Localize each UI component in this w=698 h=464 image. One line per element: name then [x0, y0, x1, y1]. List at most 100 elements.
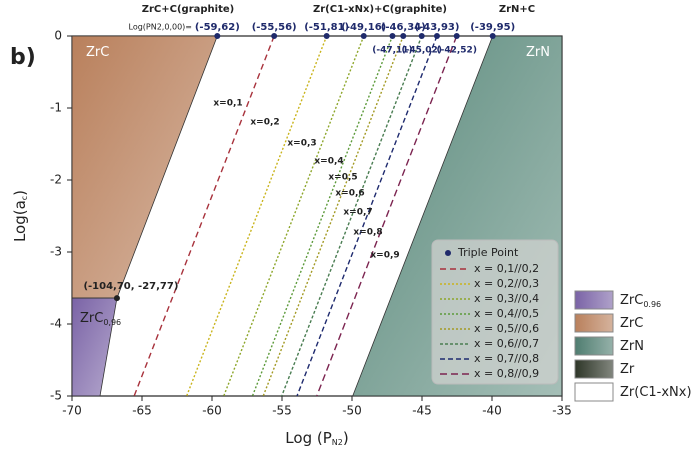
phase-legend-label: ZrC0.96: [620, 293, 661, 310]
legend: Triple Point x = 0,1//0,2 x = 0,2//0,3 x = …: [431, 239, 559, 385]
phase-swatch: [574, 336, 614, 356]
composition-line: [223, 35, 365, 397]
x-tick-label: -50: [342, 404, 362, 418]
triple-point-label: (-51,81): [304, 22, 349, 33]
composition-line: [186, 35, 328, 397]
top-prefix: Log(PN2,0,00)=: [129, 23, 193, 32]
y-axis-title: Log(ac): [11, 190, 30, 242]
triple-point: [271, 33, 278, 39]
x-tick-label: -70: [62, 404, 82, 418]
line-label: x=0,2: [250, 118, 279, 128]
legend-label: x = 0,5//0,6: [474, 322, 539, 335]
x-tick-label: -35: [552, 404, 572, 418]
phase-legend-label: Zr: [620, 362, 635, 377]
composition-line: [251, 35, 394, 397]
composition-line: [316, 35, 458, 397]
line-label: x=0,9: [370, 251, 399, 261]
legend-label: x = 0,1//0,2: [474, 262, 539, 275]
legend-label: x = 0,2//0,3: [474, 277, 539, 290]
region-label-part: 0,96: [103, 318, 121, 327]
triple-point-label: (-47,11): [372, 46, 412, 56]
legend-label: x = 0,7//0,8: [474, 352, 539, 365]
top-label: ZrN+C: [499, 4, 535, 15]
triple-point: [323, 33, 330, 39]
legend-label: Triple Point: [457, 246, 519, 259]
triple-point: [489, 33, 496, 39]
corner-point-label: (-104,70, -27,77): [83, 281, 178, 292]
triple-point-label: (-49,16): [341, 22, 386, 33]
legend-label: x = 0,3//0,4: [474, 292, 539, 305]
region-label-part: ZrC: [80, 311, 103, 326]
y-tick-label: -5: [50, 389, 62, 403]
triple-point-label: (-45,02): [402, 46, 442, 56]
phase-region: [71, 297, 118, 397]
phase-legend-label-part: ZrC: [620, 293, 643, 308]
y-tick-label: -1: [50, 101, 62, 115]
y-tick-label: -2: [50, 173, 62, 187]
x-tick-label: -45: [412, 404, 432, 418]
phase-legend-label-part: 0.96: [643, 300, 661, 309]
phase-legend-label-part: ZrC: [620, 316, 643, 331]
triple-point: [433, 33, 440, 39]
x-axis-title: Log (PN2): [285, 429, 348, 448]
line-label: x=0,5: [328, 173, 357, 183]
triple-point: [214, 33, 221, 39]
triple-point: [389, 33, 396, 39]
triple-point-label: (-43,93): [415, 22, 460, 33]
region-label-part: ZrC: [86, 45, 109, 60]
line-label: x=0,8: [353, 228, 382, 238]
x-axis-title-part: Log (P: [285, 429, 331, 447]
top-label: ZrC+C(graphite): [142, 4, 235, 15]
line-label: x=0,3: [287, 139, 316, 149]
legend-label: x = 0,8//0,9: [474, 367, 539, 380]
x-tick-label: -55: [272, 404, 292, 418]
triple-point: [400, 33, 407, 39]
phase-swatch: [574, 313, 614, 333]
composition-line: [281, 35, 423, 397]
x-axis-title-part: N2: [332, 438, 343, 447]
region-label-part: ZrN: [526, 45, 550, 60]
region-label: ZrC: [86, 45, 109, 60]
line-label: x=0,1: [213, 99, 242, 109]
phase-legend-label-part: ZrN: [620, 339, 644, 354]
phase-legend-label-part: Zr: [620, 362, 635, 377]
y-tick-label: -4: [50, 317, 62, 331]
triple-point-label: (-42,52): [437, 46, 477, 56]
legend-box: [431, 239, 559, 385]
composition-line: [296, 35, 438, 397]
y-axis-title-part: Log(a: [11, 200, 29, 242]
legend-marker: [445, 250, 451, 256]
line-label: x=0,4: [314, 157, 343, 167]
triple-point-label: (-59,62): [195, 22, 240, 33]
line-label: x=0,7: [343, 208, 372, 218]
y-axis-title-part: c: [20, 196, 29, 200]
phase-swatch: [574, 382, 614, 402]
y-axis-title-part: ): [11, 190, 29, 196]
triple-point-label: (-39,95): [470, 22, 515, 33]
phase-swatch: [574, 290, 614, 310]
panel-label: b): [10, 45, 36, 70]
phase-legend-label: Zr(C1-xNx): [620, 385, 692, 400]
top-label: Zr(C1-xNx)+C(graphite): [313, 4, 447, 15]
phase-legend-label: ZrN: [620, 339, 644, 354]
region-label: ZrN: [526, 45, 550, 60]
phase-legend-label: ZrC: [620, 316, 643, 331]
triple-point: [453, 33, 460, 39]
x-axis-title-part: ): [343, 429, 349, 447]
triple-point: [360, 33, 367, 39]
line-label: x=0,6: [335, 189, 364, 199]
legend-label: x = 0,4//0,5: [474, 307, 539, 320]
phase-swatch: [574, 359, 614, 379]
triple-point: [113, 295, 120, 302]
phase-legend-label-part: Zr(C1-xNx): [620, 385, 692, 400]
y-tick-label: 0: [54, 29, 62, 43]
triple-point: [418, 33, 425, 39]
triple-point-label: (-46,34): [381, 22, 426, 33]
triple-point-label: (-55,56): [252, 22, 297, 33]
x-tick-label: -60: [202, 404, 222, 418]
composition-line: [262, 35, 404, 397]
region-label: ZrC0,96: [80, 311, 121, 328]
x-tick-label: -40: [482, 404, 502, 418]
